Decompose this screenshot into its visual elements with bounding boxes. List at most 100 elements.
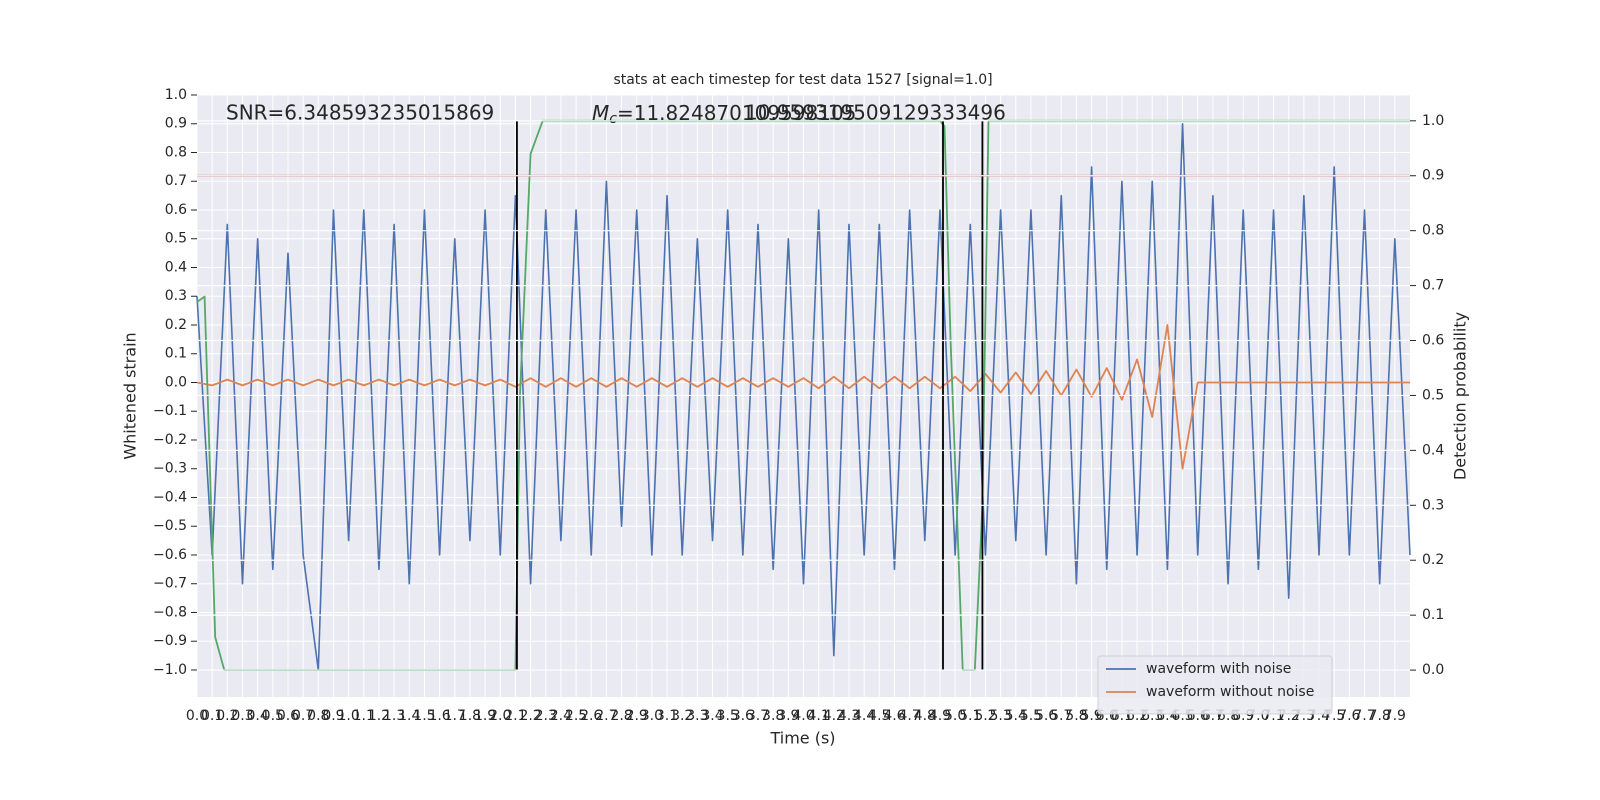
y2-tick-label: 0.9 [1422,168,1444,184]
x-tick-label: 3.5 [717,708,739,724]
x-tick-label: 0.7 [292,708,314,724]
x-tick-label: 4.4 [853,708,875,724]
y-tick-label: −0.3 [153,461,187,477]
x-tick-label: 1.2 [368,708,390,724]
y-tick-label: 0.5 [165,231,187,247]
x-tick-label: 4.9 [929,708,951,724]
x-tick-label: 5.9 [1080,708,1102,724]
series-line [196,122,1411,671]
y-tick-label: 0.4 [165,259,187,275]
x-tick-label: 5.1 [959,708,981,724]
x-tick-label: 2.3 [535,708,557,724]
x-tick-label: 5.7 [1050,708,1072,724]
chart-title: stats at each timestep for test data 152… [613,72,992,88]
y-tick-label: −0.4 [153,489,187,505]
x-tick-label: 5.5 [1020,708,1042,724]
x-tick-label: 3.2 [671,708,693,724]
x-tick-label: 1.9 [474,708,496,724]
x-tick-label: 4.8 [914,708,936,724]
y-axis-label: Whitened strain [121,332,140,459]
x-tick-label: 4.5 [868,708,890,724]
mc-subscript: c [609,111,617,127]
x-tick-label: 7.7 [1353,708,1375,724]
x-tick-label: 5.0 [944,708,966,724]
legend-box [1097,655,1333,715]
x-tick-label: 3.0 [641,708,663,724]
x-tick-label: 5.4 [1005,708,1027,724]
x-tick-label: 5.3 [989,708,1011,724]
y-tick-label: 0.3 [165,288,187,304]
x-tick-label: 3.1 [656,708,678,724]
x-tick-label: 0.0 [186,708,208,724]
y2-tick-label: 0.2 [1422,552,1444,568]
y2-tick-label: 0.6 [1422,333,1444,349]
x-tick-label: 5.6 [1035,708,1057,724]
y-tick-label: 0.8 [165,144,187,160]
y-tick-label: 0.7 [165,173,187,189]
mc-symbol: M [592,101,609,125]
x-tick-label: 4.2 [823,708,845,724]
x-tick-label: 1.3 [383,708,405,724]
y2-tick-label: 0.8 [1422,223,1444,239]
x-tick-label: 0.2 [216,708,238,724]
x-tick-label: 7.9 [1384,708,1406,724]
y-tick-label: 0.2 [165,317,187,333]
x-tick-label: 0.5 [262,708,284,724]
x-tick-label: 2.9 [626,708,648,724]
legend-label: waveform with noise [1146,661,1291,677]
x-tick-label: 4.3 [838,708,860,724]
x-tick-label: 2.2 [519,708,541,724]
y2-tick-label: 0.1 [1422,607,1444,623]
y2-tick-label: 0.4 [1422,442,1444,458]
x-tick-label: 1.4 [398,708,420,724]
y2-tick-label: 0.5 [1422,387,1444,403]
y-tick-label: −1.0 [153,662,187,678]
x-tick-label: 1.1 [353,708,375,724]
y2-axis-label: Detection probability [1451,312,1470,480]
x-tick-label: 0.9 [322,708,344,724]
x-tick-label: 3.7 [747,708,769,724]
x-tick-label: 2.1 [504,708,526,724]
x-tick-label: 1.0 [337,708,359,724]
y2-tick-label: 0.7 [1422,278,1444,294]
x-tick-label: 2.4 [550,708,572,724]
x-tick-label: 2.8 [610,708,632,724]
y-tick-label: 0.6 [165,202,187,218]
y-tick-label: −0.6 [153,547,187,563]
x-tick-label: 4.6 [883,708,905,724]
x-tick-label: 0.8 [307,708,329,724]
y-tick-label: −0.1 [153,403,187,419]
y2-tick-label: 0.0 [1422,662,1444,678]
y-tick-label: −0.2 [153,432,187,448]
x-tick-label: 3.4 [701,708,723,724]
x-tick-label: 0.6 [277,708,299,724]
x-tick-label: 4.1 [808,708,830,724]
x-tick-label: 1.5 [413,708,435,724]
x-tick-label: 1.7 [444,708,466,724]
x-tick-label: 0.1 [201,708,223,724]
y-tick-label: 0.0 [165,374,187,390]
series-line [196,324,1410,470]
y-tick-label: 0.9 [165,116,187,132]
x-tick-label: 2.6 [580,708,602,724]
y2-tick-label: 1.0 [1422,113,1444,129]
y-tick-label: −0.9 [153,633,187,649]
x-tick-label: 3.9 [777,708,799,724]
y-tick-label: 1.0 [165,87,187,103]
x-tick-label: 1.6 [428,708,450,724]
x-tick-label: 1.8 [459,708,481,724]
x-tick-label: 5.2 [974,708,996,724]
x-tick-label: 3.8 [762,708,784,724]
x-tick-label: 2.5 [565,708,587,724]
y-tick-label: −0.5 [153,518,187,534]
x-tick-label: 5.8 [1065,708,1087,724]
y-tick-label: 0.1 [165,346,187,362]
y2-tick-label: 0.3 [1422,497,1444,513]
x-tick-label: 4.0 [792,708,814,724]
y-tick-label: −0.8 [153,604,187,620]
x-tick-label: 2.7 [595,708,617,724]
x-tick-label: 3.6 [732,708,754,724]
legend-label: waveform without noise [1146,684,1314,700]
x-tick-label: 7.8 [1369,708,1391,724]
